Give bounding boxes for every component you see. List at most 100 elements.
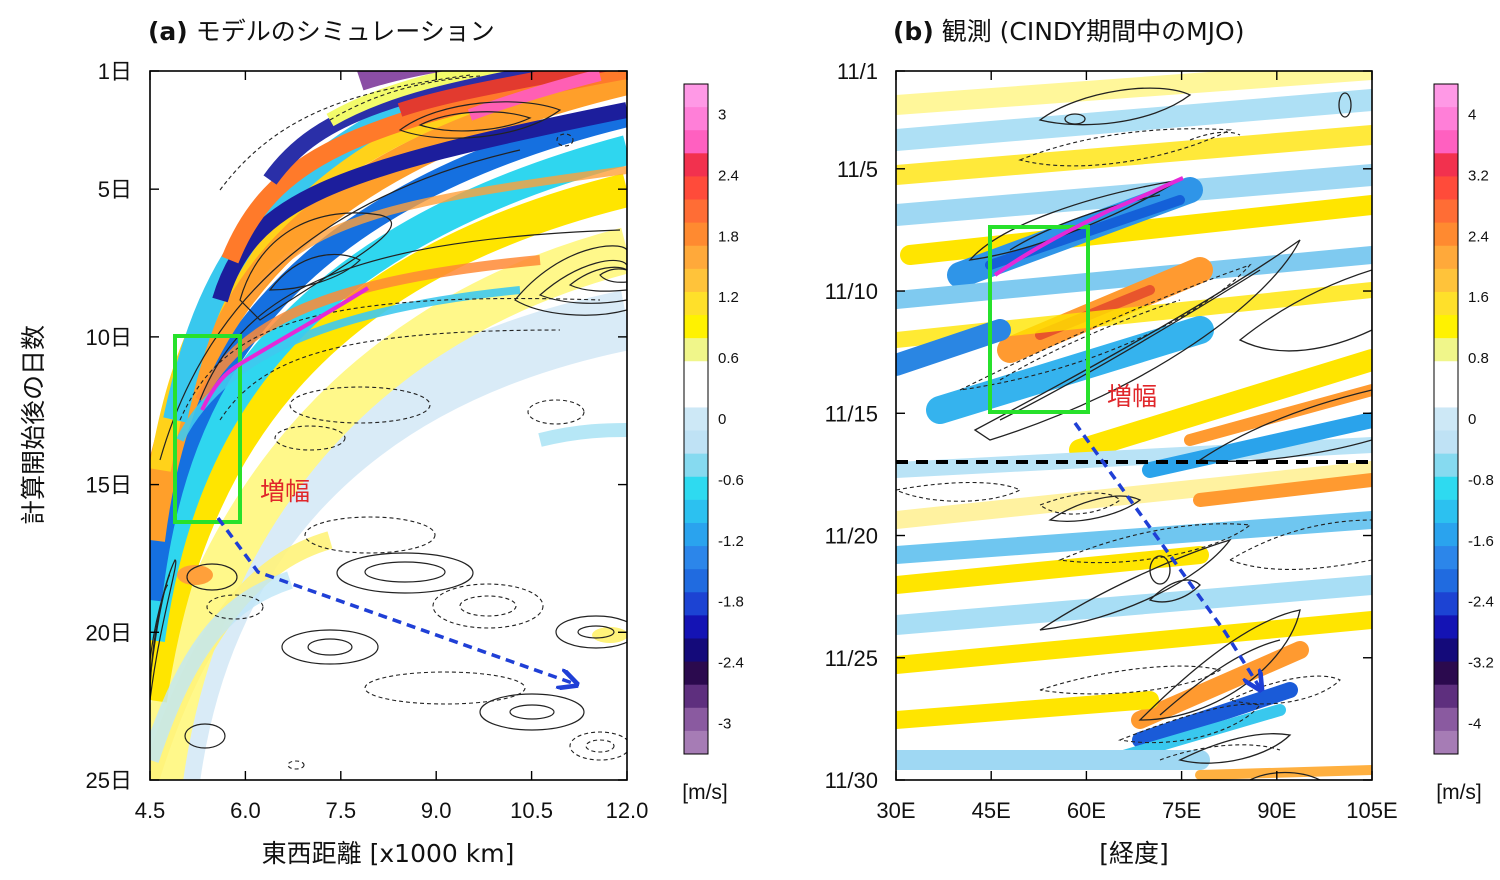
colorbar-swatch [1434, 245, 1458, 270]
y-tick-label: 1日 [98, 59, 132, 84]
panel-a-colorbar: 3 2.4 1.8 1.2 0.6 0 -0.6 -1.2 -1.8 -2.4 -3 [683, 83, 744, 755]
x-tick-label: 60E [1067, 798, 1106, 823]
y-tick-label: 11/15 [825, 401, 878, 426]
colorbar-swatch [1434, 222, 1458, 247]
colorbar-swatch [1434, 707, 1458, 732]
colorbar-tick-label: 0.8 [1468, 350, 1489, 367]
colorbar-swatch [1434, 476, 1458, 501]
panel-b: (b) 観測 (CINDY期間中のMJO) [825, 17, 1494, 868]
colorbar-tick-label: -1.6 [1468, 533, 1494, 550]
colorbar-swatch [684, 522, 708, 547]
colorbar-tick-label: 0 [1468, 411, 1476, 428]
colorbar-tick-label: -2.4 [718, 655, 744, 672]
colorbar-swatch [684, 199, 708, 224]
panel-a-ylabel: 計算開始後の日数 [19, 325, 48, 525]
panel-a-field [150, 71, 627, 780]
panel-a-colorbar-unit: [m/s] [682, 781, 728, 804]
colorbar-swatch [684, 268, 708, 293]
panel-a: (a) モデルのシミュレーション [19, 17, 744, 868]
colorbar-swatch [1434, 130, 1458, 154]
colorbar-swatch [1434, 546, 1458, 570]
colorbar-swatch [684, 384, 708, 408]
y-tick-label: 10日 [86, 325, 132, 350]
colorbar-swatch [1434, 453, 1458, 478]
colorbar-swatch [1434, 107, 1458, 131]
colorbar-frame [1433, 83, 1459, 755]
colorbar-swatch [684, 569, 708, 593]
y-tick-label: 15日 [86, 473, 132, 498]
x-tick-label: 105E [1346, 798, 1397, 823]
panel-b-amplification-box [988, 225, 1090, 414]
colorbar-swatch [684, 707, 708, 732]
x-tick-label: 7.5 [326, 798, 357, 823]
panel-a-propagation-arrow [216, 516, 575, 684]
colorbar-swatch [1434, 499, 1458, 524]
y-tick-label: 5日 [98, 177, 132, 202]
colorbar-tick-label: 3 [718, 106, 726, 123]
colorbar-swatch [1434, 615, 1458, 639]
x-tick-label: 10.5 [510, 798, 553, 823]
colorbar-tick-label: 4 [1468, 106, 1476, 123]
colorbar-tick-label: -4 [1468, 716, 1481, 733]
colorbar-swatch [684, 430, 708, 455]
colorbar-tick-label: -2.4 [1468, 594, 1494, 611]
colorbar-tick-label: 1.8 [718, 228, 739, 245]
panel-b-magenta-line [993, 176, 1184, 277]
panel-b-colorbar-unit: [m/s] [1436, 781, 1482, 804]
colorbar-swatch [684, 684, 708, 709]
colorbar-swatch [1434, 592, 1458, 616]
colorbar-swatch [684, 291, 708, 316]
panel-b-colorbar: 4 3.2 2.4 1.6 0.8 0 -0.8 -1.6 -2.4 -3.2 -4 [1433, 83, 1494, 755]
colorbar-swatch [1434, 153, 1458, 177]
colorbar-swatch [684, 407, 708, 432]
colorbar-swatch [1434, 522, 1458, 547]
colorbar-swatch [1434, 315, 1458, 339]
panel-a-amplification-box [173, 334, 242, 524]
x-tick-label: 45E [972, 798, 1011, 823]
panel-a-title: (a) モデルのシミュレーション [148, 17, 495, 46]
panel-b-field [896, 71, 1372, 780]
colorbar-swatch [684, 153, 708, 177]
colorbar-swatch [684, 730, 708, 755]
colorbar-swatch [684, 546, 708, 570]
colorbar-swatch [1434, 638, 1458, 663]
colorbar-tick-label: 2.4 [1468, 228, 1489, 245]
x-tick-label: 12.0 [606, 798, 649, 823]
colorbar-swatch [1434, 661, 1458, 686]
y-tick-label: 25日 [86, 768, 132, 793]
colorbar-tick-label: 3.2 [1468, 167, 1489, 184]
colorbar-swatch [684, 638, 708, 663]
colorbar-swatch [1434, 361, 1458, 385]
panel-a-annotation: 増幅 [260, 477, 310, 506]
colorbar-swatch [684, 130, 708, 154]
y-tick-label: 20日 [86, 620, 132, 645]
colorbar-tick-label: 1.2 [718, 289, 739, 306]
colorbar-swatch [684, 661, 708, 686]
colorbar-swatch [684, 222, 708, 247]
colorbar-tick-label: -0.6 [718, 472, 744, 489]
colorbar-tick-label: -1.8 [718, 594, 744, 611]
colorbar-swatch [684, 338, 708, 362]
colorbar-swatch [1434, 199, 1458, 224]
colorbar-swatch [1434, 569, 1458, 593]
colorbar-frame [683, 83, 709, 755]
colorbar-swatch [1434, 84, 1458, 108]
colorbar-tick-label: 2.4 [718, 167, 739, 184]
colorbar-swatch [1434, 684, 1458, 709]
x-tick-label: 9.0 [421, 798, 452, 823]
x-tick-label: 75E [1162, 798, 1201, 823]
colorbar-tick-label: -3.2 [1468, 655, 1494, 672]
panel-b-propagation-arrow [1073, 421, 1260, 688]
colorbar-swatch [1434, 291, 1458, 316]
panel-b-title: (b) 観測 (CINDY期間中のMJO) [893, 17, 1244, 46]
colorbar-swatch [1434, 730, 1458, 755]
y-tick-label: 11/20 [825, 524, 878, 549]
colorbar-swatch [684, 453, 708, 478]
y-tick-label: 11/1 [837, 59, 878, 84]
colorbar-swatch [1434, 268, 1458, 293]
colorbar-tick-label: 0 [718, 411, 726, 428]
panel-a-magenta-line [200, 286, 370, 411]
colorbar-swatch [1434, 430, 1458, 455]
colorbar-tick-label: -0.8 [1468, 472, 1494, 489]
